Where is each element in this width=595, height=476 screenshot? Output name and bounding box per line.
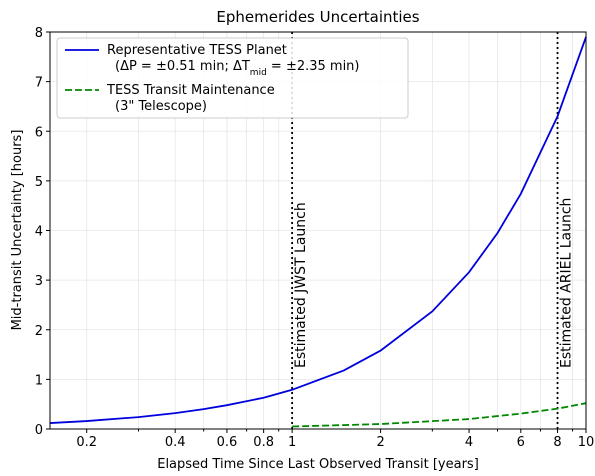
x-tick-label: 10 <box>578 435 595 450</box>
legend-label: TESS Transit Maintenance <box>106 83 275 98</box>
x-tick-label: 0.2 <box>76 435 97 450</box>
legend-detail-part: (3" Telescope) <box>115 99 207 114</box>
x-tick-label: 6 <box>517 435 525 450</box>
annotation-label: Estimated JWST Launch <box>293 202 309 368</box>
plot-frame <box>49 31 587 430</box>
legend-detail: (ΔP = ±0.51 min; ΔTmid = ±2.35 min) <box>115 59 360 78</box>
x-tick-label: 1 <box>288 435 296 450</box>
y-tick-label: 5 <box>35 175 43 190</box>
legend-detail: (3" Telescope) <box>115 99 207 114</box>
y-tick-label: 8 <box>35 26 43 41</box>
x-tick-label: 0.6 <box>217 435 238 450</box>
legend-detail-part: mid <box>250 68 267 78</box>
x-tick-label: 4 <box>465 435 473 450</box>
chart-title: Ephemerides Uncertainties <box>216 8 419 26</box>
legend-detail-part: = ±2.35 min) <box>267 59 360 74</box>
x-tick-label: 2 <box>376 435 384 450</box>
y-tick-label: 7 <box>35 76 43 91</box>
series-line <box>292 402 587 428</box>
legend-detail-part: (ΔP = ±0.51 min; ΔT <box>115 59 250 74</box>
y-tick-label: 2 <box>35 324 43 339</box>
y-tick-label: 3 <box>35 274 43 289</box>
x-axis-label: Elapsed Time Since Last Observed Transit… <box>157 457 479 472</box>
legend-label: Representative TESS Planet <box>107 43 287 58</box>
x-tick-label: 0.4 <box>165 435 186 450</box>
y-tick-label: 0 <box>35 423 43 438</box>
legend-box <box>56 37 409 119</box>
annotation-label: Estimated ARIEL Launch <box>559 198 575 368</box>
y-tick-label: 6 <box>35 125 43 140</box>
x-tick-label: 0.8 <box>253 435 274 450</box>
y-tick-label: 1 <box>35 373 43 388</box>
x-tick-label: 8 <box>553 435 561 450</box>
y-axis-label: Mid-transit Uncertainty [hours] <box>10 130 25 331</box>
series-line <box>49 36 587 424</box>
y-tick-label: 4 <box>35 225 43 240</box>
